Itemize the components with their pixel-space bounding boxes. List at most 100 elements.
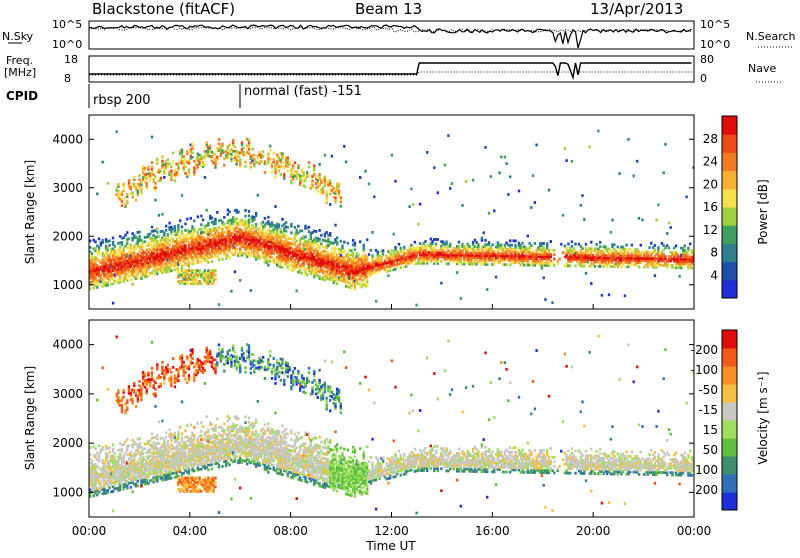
power-cell <box>594 265 596 268</box>
velocity-cell <box>153 481 155 484</box>
power-cell <box>121 198 123 201</box>
power-cell <box>370 249 372 252</box>
power-cell <box>248 139 250 142</box>
power-cell <box>336 236 338 239</box>
power-cell <box>610 231 612 234</box>
power-cell <box>158 235 160 238</box>
power-cell <box>206 209 208 212</box>
power-cell <box>262 150 264 153</box>
power-cell <box>123 183 125 186</box>
power-cell <box>248 214 250 217</box>
power-cell <box>214 218 216 221</box>
power-cell <box>641 219 643 222</box>
velocity-cell <box>151 341 153 344</box>
power-cell <box>571 240 573 243</box>
power-cell <box>204 163 206 166</box>
power-cell <box>303 171 305 174</box>
power-cell <box>168 162 170 165</box>
power-cell <box>236 163 238 166</box>
power-cell <box>253 154 255 157</box>
nave-label: Nave <box>748 62 776 75</box>
power-cell <box>107 281 109 284</box>
power-cell <box>121 241 123 244</box>
power-cell <box>133 183 135 186</box>
power-cell <box>587 261 589 264</box>
power-cell <box>523 264 525 267</box>
power-cell <box>170 269 172 272</box>
power-cell <box>147 275 149 278</box>
velocity-cell <box>154 388 156 391</box>
nsearch-label: N.Search <box>746 30 796 43</box>
power-cell <box>294 161 296 164</box>
power-cell <box>197 231 199 234</box>
power-cell <box>343 250 345 253</box>
power-cell <box>650 242 652 245</box>
power-cell <box>366 276 368 279</box>
velocity-cell <box>108 447 110 450</box>
power-cell <box>315 230 317 233</box>
velocity-cell <box>98 444 100 447</box>
power-cell <box>202 219 204 222</box>
power-cell <box>248 252 250 255</box>
power-cell <box>107 247 109 250</box>
power-cell <box>123 236 125 239</box>
power-cell <box>613 243 615 246</box>
power-cell <box>119 246 121 249</box>
power-cell <box>167 233 169 236</box>
power-cell <box>564 147 566 150</box>
power-cell <box>666 232 668 235</box>
power-frame <box>89 115 694 309</box>
power-cell <box>408 205 410 208</box>
power-cell <box>251 224 253 227</box>
power-cell <box>151 161 153 164</box>
velocity-cell <box>138 384 140 387</box>
power-cell <box>364 170 366 173</box>
nsky-tick-high: 10^5 <box>52 18 82 31</box>
power-cell <box>631 244 633 247</box>
power-cell <box>94 247 96 250</box>
power-cell <box>571 160 573 163</box>
power-cell <box>193 220 195 223</box>
power-cell <box>691 267 693 270</box>
power-cell <box>638 266 640 269</box>
velocity-data <box>89 335 695 515</box>
power-cell <box>511 244 513 247</box>
velocity-cell <box>98 453 100 456</box>
power-cell <box>112 282 114 285</box>
power-cell <box>491 243 493 246</box>
power-cell <box>551 301 553 304</box>
power-cell <box>500 156 502 159</box>
power-cell <box>174 169 176 172</box>
power-cell <box>363 244 365 247</box>
power-cell <box>181 194 183 197</box>
power-cell <box>165 225 167 228</box>
power-cell <box>318 275 320 278</box>
power-cell <box>495 276 497 279</box>
power-cell <box>368 253 370 256</box>
power-cell <box>117 183 119 186</box>
power-cell <box>301 272 303 275</box>
power-cell <box>204 176 206 179</box>
power-cell <box>338 183 340 186</box>
power-cell <box>382 253 384 256</box>
power-cell <box>287 226 289 229</box>
power-cell <box>553 258 555 261</box>
velocity-cell <box>138 437 140 440</box>
power-cell <box>237 155 239 158</box>
power-cell <box>138 235 140 238</box>
velocity-cell <box>135 405 137 408</box>
nave-tick-high: 80 <box>700 53 714 66</box>
power-cell <box>304 186 306 189</box>
power-cell <box>181 226 183 229</box>
power-cell <box>96 286 98 289</box>
power-cell <box>149 241 151 244</box>
cpid-segment-1: rbsp 200 <box>93 93 151 108</box>
power-cell <box>144 167 146 170</box>
power-cell <box>382 249 384 252</box>
power-cell <box>618 172 620 175</box>
power-cell <box>509 175 511 178</box>
power-cell <box>313 164 315 167</box>
power-cell <box>183 155 185 158</box>
